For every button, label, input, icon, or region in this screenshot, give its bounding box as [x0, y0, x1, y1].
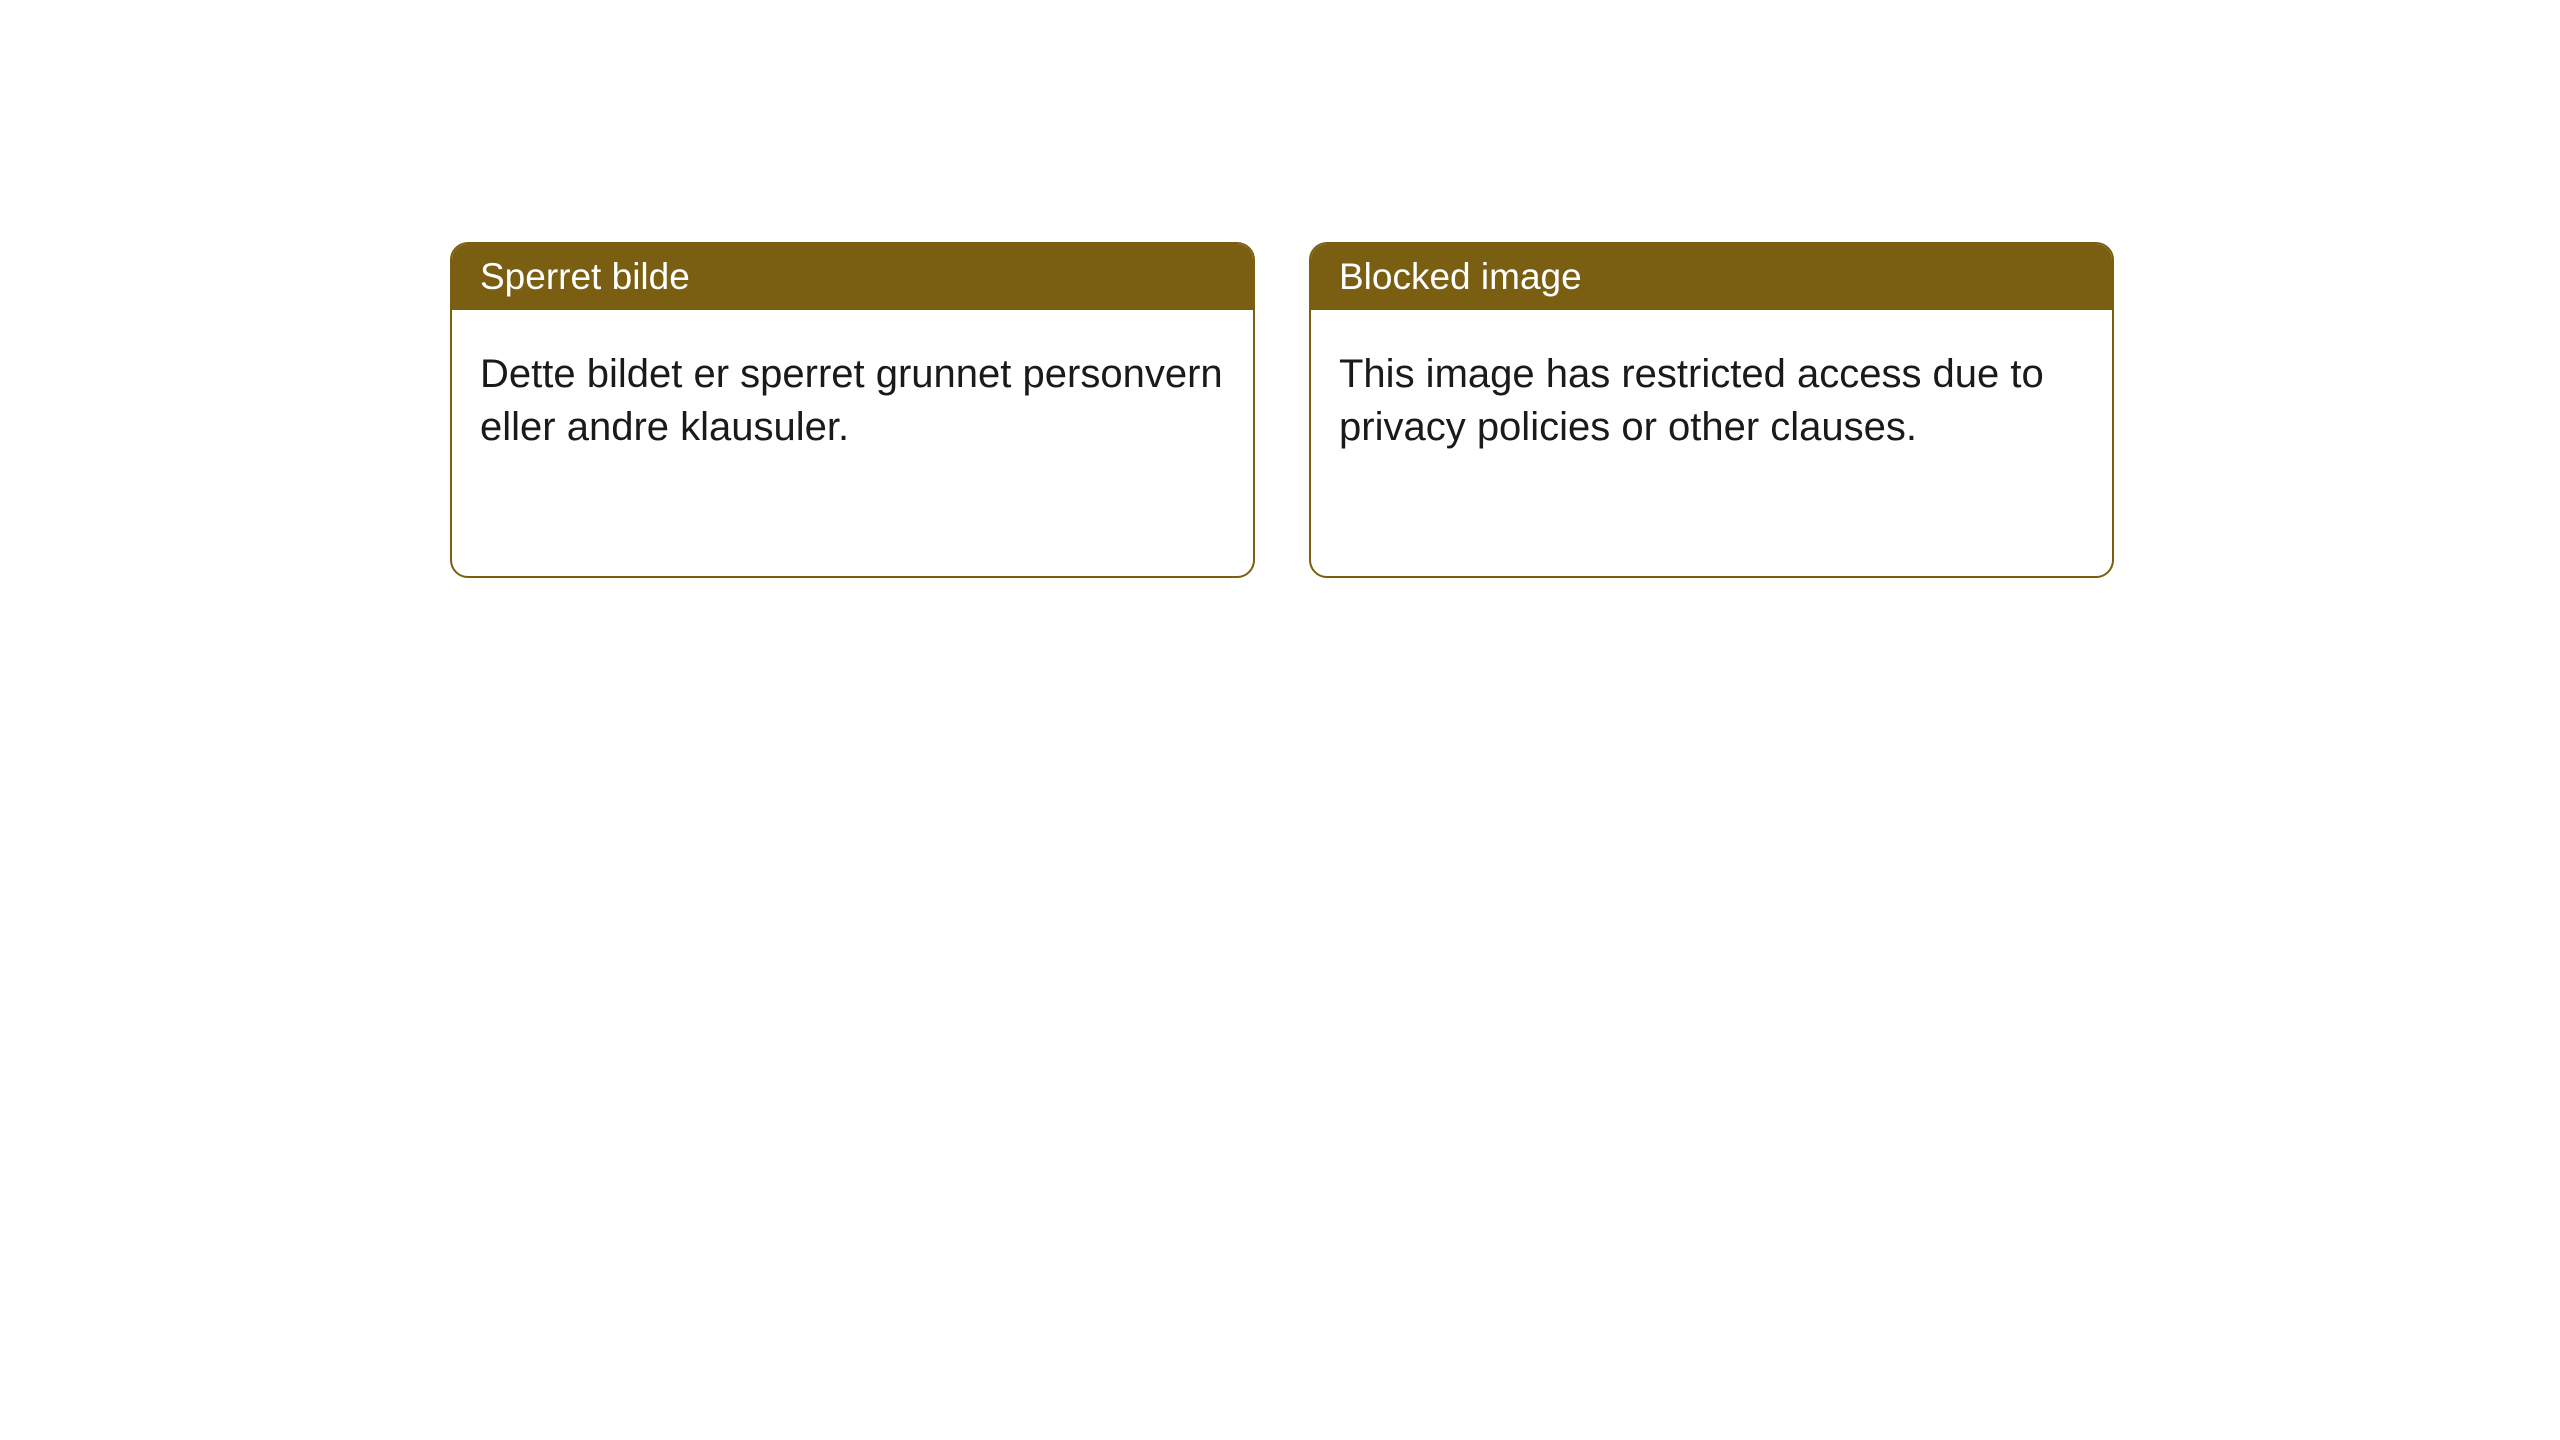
- notice-card-norwegian: Sperret bilde Dette bildet er sperret gr…: [450, 242, 1255, 578]
- notice-card-title: Blocked image: [1311, 244, 2112, 310]
- notice-cards-container: Sperret bilde Dette bildet er sperret gr…: [450, 242, 2114, 578]
- notice-card-title: Sperret bilde: [452, 244, 1253, 310]
- notice-card-english: Blocked image This image has restricted …: [1309, 242, 2114, 578]
- notice-card-body: Dette bildet er sperret grunnet personve…: [452, 310, 1253, 492]
- notice-card-body: This image has restricted access due to …: [1311, 310, 2112, 492]
